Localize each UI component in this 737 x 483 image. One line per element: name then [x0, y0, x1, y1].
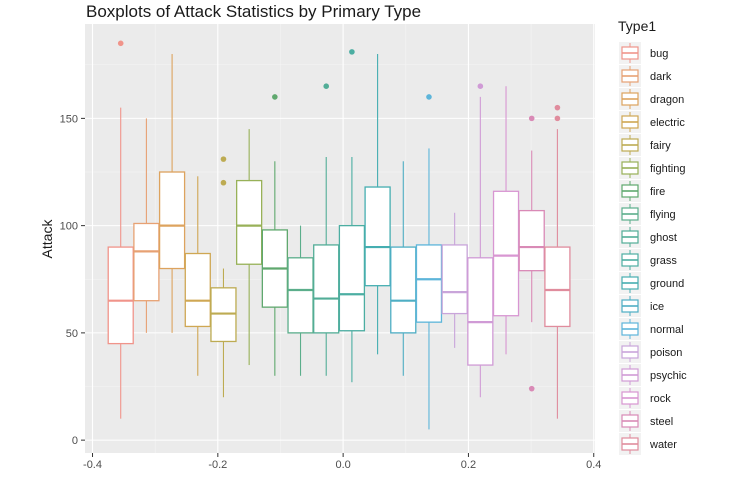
outlier-point	[528, 115, 535, 122]
legend-item-ice: ice	[619, 295, 664, 317]
box-flying	[287, 225, 314, 376]
outlier-point	[117, 40, 124, 47]
outlier-point	[220, 179, 227, 186]
box-iqr	[364, 186, 391, 287]
legend-label: flying	[650, 209, 676, 221]
legend-label: bug	[650, 48, 668, 60]
box-dragon	[158, 54, 186, 333]
outlier-point	[272, 94, 278, 100]
legend-label: dark	[650, 71, 672, 83]
legend-label: rock	[650, 393, 671, 405]
y-tick-label: 0	[72, 435, 78, 447]
box-fairy	[210, 156, 237, 398]
legend-label: electric	[650, 117, 685, 129]
outlier-point	[554, 104, 561, 111]
legend-label: ghost	[650, 232, 677, 244]
legend-item-water: water	[619, 433, 677, 455]
box-ghost	[313, 83, 340, 376]
legend-item-poison: poison	[619, 341, 682, 363]
box-iqr	[158, 171, 186, 270]
box-water	[544, 104, 571, 419]
box-normal	[415, 94, 443, 430]
legend-item-ground: ground	[619, 272, 684, 294]
legend-label: ground	[650, 278, 684, 290]
outlier-point	[426, 94, 432, 100]
legend-label: steel	[650, 416, 673, 428]
box-electric	[184, 176, 211, 376]
legend-item-flying: flying	[619, 203, 676, 225]
y-tick-label: 100	[60, 221, 78, 233]
box-iqr	[518, 209, 545, 272]
legend-item-normal: normal	[619, 318, 684, 340]
y-tick-label: 50	[66, 328, 78, 340]
outlier-point	[349, 49, 355, 55]
x-tick-label: -0.4	[83, 459, 102, 471]
box-dark	[133, 118, 160, 333]
y-axis-label: Attack	[39, 219, 55, 259]
box-iqr	[287, 257, 314, 334]
box-grass	[338, 49, 366, 383]
legend-label: fairy	[650, 140, 671, 152]
box-psychic	[467, 83, 494, 398]
x-tick-label: 0.0	[335, 459, 350, 471]
legend-item-fire: fire	[619, 180, 665, 202]
box-iqr	[313, 244, 340, 334]
box-fire	[261, 94, 288, 376]
box-poison	[441, 212, 468, 348]
legend-title: Type1	[618, 18, 656, 34]
legend-label: fighting	[650, 163, 685, 175]
legend-item-bug: bug	[619, 42, 668, 64]
outlier-point	[554, 115, 561, 122]
box-steel	[518, 115, 545, 392]
legend-item-dark: dark	[619, 65, 672, 87]
legend: bug dark dragon electric fairy fighting fire fl…	[619, 42, 687, 455]
box-ice	[390, 161, 417, 376]
outlier-point	[220, 156, 227, 162]
box-iqr	[492, 190, 520, 317]
box-iqr	[415, 244, 443, 323]
box-iqr	[390, 246, 417, 334]
outlier-point	[477, 83, 484, 90]
legend-item-steel: steel	[619, 410, 673, 432]
box-iqr	[107, 246, 134, 345]
legend-label: poison	[650, 347, 682, 359]
y-tick-label: 150	[60, 113, 78, 125]
box-iqr	[236, 179, 263, 265]
legend-item-psychic: psychic	[619, 364, 687, 386]
legend-label: psychic	[650, 370, 687, 382]
legend-item-rock: rock	[619, 387, 671, 409]
legend-item-fighting: fighting	[619, 157, 685, 179]
box-iqr	[544, 246, 571, 328]
box-rock	[492, 86, 520, 355]
box-iqr	[133, 222, 160, 302]
box-iqr	[184, 252, 211, 328]
legend-label: normal	[650, 324, 684, 336]
legend-item-fairy: fairy	[619, 134, 671, 156]
chart-title: Boxplots of Attack Statistics by Primary…	[86, 2, 421, 21]
legend-label: dragon	[650, 94, 684, 106]
outlier-point	[323, 83, 330, 90]
box-iqr	[338, 224, 366, 332]
legend-item-electric: electric	[619, 111, 685, 133]
x-tick-label: 0.2	[461, 459, 476, 471]
legend-label: grass	[650, 255, 677, 267]
legend-label: fire	[650, 186, 665, 198]
box-fighting	[236, 129, 263, 366]
legend-item-dragon: dragon	[619, 88, 684, 110]
box-iqr	[467, 257, 494, 366]
legend-label: ice	[650, 301, 664, 313]
legend-label: water	[649, 439, 677, 451]
box-iqr	[441, 244, 468, 315]
outlier-point	[528, 385, 535, 392]
x-tick-label: 0.4	[586, 459, 601, 471]
box-ground	[364, 54, 391, 355]
legend-item-ghost: ghost	[619, 226, 677, 248]
y-axis: 0 50 100 150	[60, 113, 85, 447]
x-axis: -0.4 -0.2 0.0 0.2 0.4	[83, 453, 601, 471]
legend-item-grass: grass	[619, 249, 677, 271]
boxes	[107, 40, 571, 430]
x-tick-label: -0.2	[208, 459, 227, 471]
box-bug	[107, 40, 134, 419]
